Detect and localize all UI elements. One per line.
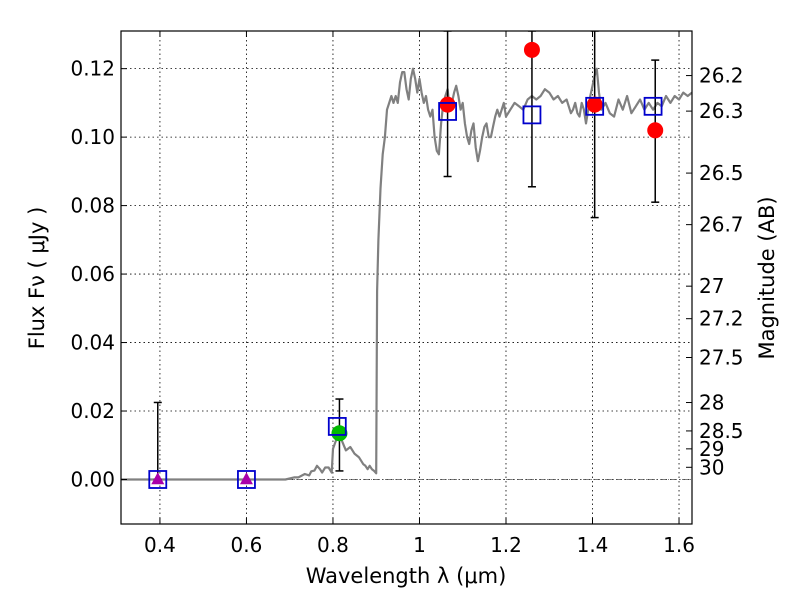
data-point bbox=[647, 122, 664, 139]
model-photometry-point bbox=[643, 96, 663, 116]
x-tick-label: 1.2 bbox=[490, 533, 522, 557]
x-axis-label: Wavelength λ (μm) bbox=[306, 564, 507, 588]
model-photometry-point bbox=[237, 470, 256, 489]
magnitude-tick-label: 26.7 bbox=[699, 213, 744, 237]
model-photometry-point bbox=[148, 470, 168, 489]
magnitude-tick-label: 27 bbox=[699, 274, 724, 298]
magnitude-tick-label: 28.5 bbox=[699, 419, 744, 443]
magnitude-tick-label: 26.5 bbox=[699, 161, 744, 185]
model-photometry-point bbox=[522, 105, 542, 125]
magnitude-tick-label: 29 bbox=[699, 437, 724, 461]
data-point bbox=[586, 96, 603, 113]
right-axis-label: Magnitude (AB) bbox=[755, 196, 779, 359]
y-tick-label: 0.10 bbox=[70, 125, 115, 149]
x-tick-label: 1.6 bbox=[663, 533, 695, 557]
model-photometry-point bbox=[327, 417, 347, 436]
spectrum-line bbox=[121, 67, 692, 481]
x-tick-label: 0.4 bbox=[144, 533, 176, 557]
y-tick-label: 0.00 bbox=[70, 467, 115, 491]
axes-frame bbox=[120, 30, 693, 525]
model-photometry-point bbox=[438, 102, 457, 121]
model-photometry-point bbox=[585, 96, 605, 116]
x-tick-label: 1.4 bbox=[577, 533, 609, 557]
y-tick-label: 0.02 bbox=[70, 399, 115, 423]
ticks: 0.4 0.6 0.8 1 1.2 1.4 1.6 0.00 0.02 0.04 0.06 0.08 0… bbox=[70, 31, 744, 557]
data-point bbox=[439, 96, 456, 113]
magnitude-tick-label: 26.2 bbox=[699, 64, 744, 88]
x-tick-label: 0.8 bbox=[317, 533, 349, 557]
axes-border bbox=[120, 30, 693, 525]
x-tick-label: 1 bbox=[413, 533, 426, 557]
magnitude-tick-label: 27.2 bbox=[699, 307, 744, 331]
y-axis-label: Flux Fν ( μJy ) bbox=[25, 207, 49, 350]
y-tick-label: 0.08 bbox=[70, 194, 115, 218]
y-tick-label: 0.04 bbox=[70, 331, 115, 355]
grid bbox=[121, 31, 692, 524]
data-point bbox=[523, 41, 540, 58]
upper-limit-marker bbox=[239, 472, 253, 485]
y-tick-label: 0.06 bbox=[70, 262, 115, 286]
magnitude-tick-label: 26.3 bbox=[699, 99, 744, 123]
x-tick-label: 0.6 bbox=[231, 533, 263, 557]
plot-area bbox=[121, 31, 692, 489]
magnitude-tick-label: 27.5 bbox=[699, 346, 744, 370]
magnitude-tick-label: 28 bbox=[699, 391, 724, 415]
data-point bbox=[331, 425, 348, 442]
y-tick-label: 0.12 bbox=[70, 57, 115, 81]
upper-limit-marker bbox=[151, 472, 165, 485]
magnitude-tick-label: 30 bbox=[699, 455, 724, 479]
